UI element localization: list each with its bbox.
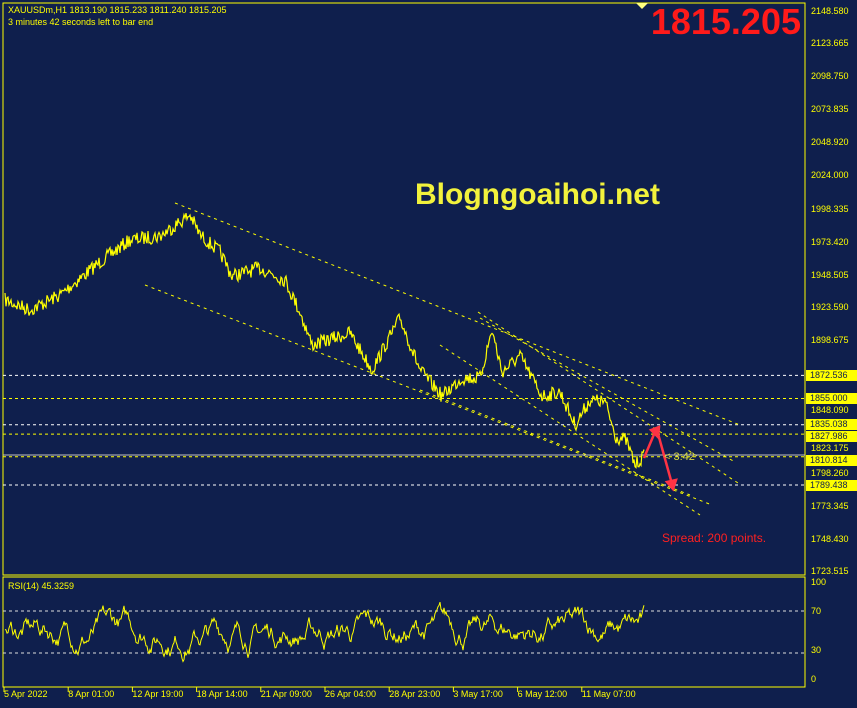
- price-tick-label: 1748.430: [811, 533, 849, 544]
- symbol-ohlc: XAUUSDm,H1 1813.190 1815.233 1811.240 18…: [8, 5, 227, 15]
- rsi-tick-label: 70: [811, 606, 822, 617]
- price-tick-label: 1848.090: [811, 404, 849, 415]
- price-tick-label: 2048.920: [811, 137, 849, 148]
- price-tick-label: 1898.675: [811, 335, 849, 346]
- rsi-tick-label: 100: [811, 577, 827, 587]
- shift-marker-icon[interactable]: [636, 3, 648, 9]
- arrow-up: [642, 431, 657, 459]
- trend-line[interactable]: [439, 344, 701, 516]
- trend-line[interactable]: [477, 311, 739, 484]
- price-tick-label: 2148.580: [811, 5, 849, 16]
- level-price-badge: 1872.536: [806, 369, 857, 381]
- time-tick-label: 21 Apr 09:00: [260, 689, 312, 699]
- forecast-arrows: [642, 425, 678, 492]
- level-price-badge: 1835.038: [806, 419, 857, 431]
- main-chart-border: [2, 2, 806, 576]
- trend-line[interactable]: [174, 202, 741, 426]
- time-tick-label: 3 May 17:00: [453, 689, 503, 699]
- time-tick-label: 18 Apr 14:00: [196, 689, 248, 699]
- time-tick-label: 12 Apr 19:00: [132, 689, 184, 699]
- trend-line[interactable]: [479, 317, 736, 463]
- arrow-down: [655, 429, 674, 485]
- bar-timer: 3 minutes 42 seconds left to bar end: [8, 17, 154, 27]
- rsi-tick-label: 0: [811, 674, 817, 684]
- rsi-panel-border: [2, 576, 806, 688]
- trend-lines: [144, 202, 741, 516]
- price-tick-label: 2024.000: [811, 169, 849, 180]
- price-tick-label: 2073.835: [811, 104, 849, 115]
- watermark: Blogngoaihoi.net: [415, 178, 660, 211]
- time-tick-label: 11 May 07:00: [581, 689, 636, 699]
- bar-countdown: < 3:42: [664, 451, 695, 463]
- price-tick-label: 1998.335: [811, 203, 849, 214]
- rsi-label: RSI(14) 45.3259: [8, 581, 75, 591]
- price-tick-label: 2098.750: [811, 71, 849, 82]
- price-tick-label: 1923.590: [811, 302, 849, 313]
- price-tick-label: 1823.175: [811, 443, 849, 454]
- time-tick-label: 28 Apr 23:00: [389, 689, 441, 699]
- time-tick-label: 5 Apr 2022: [4, 689, 48, 699]
- level-price-badge: 1789.438: [806, 479, 857, 491]
- price-tick-label: 1798.260: [811, 467, 849, 478]
- time-tick-label: 8 Apr 01:00: [68, 689, 115, 699]
- rsi-tick-label: 30: [811, 644, 822, 655]
- time-tick-label: 26 Apr 04:00: [325, 689, 377, 699]
- price-tick-label: 1773.345: [811, 500, 849, 511]
- horizontal-levels: [3, 374, 805, 486]
- price-tick-label: 2123.665: [811, 38, 849, 49]
- level-price-badge: 1855.000: [806, 392, 857, 404]
- price-series: [4, 212, 645, 469]
- arrow-down-head: [664, 478, 678, 492]
- price-tick-label: 1973.420: [811, 236, 849, 247]
- rsi-series: [4, 601, 645, 663]
- price-tick-label: 1948.505: [811, 269, 849, 280]
- current-price-display: 1815.205: [650, 1, 801, 42]
- trend-line[interactable]: [144, 284, 713, 506]
- price-tick-label: 1723.515: [811, 566, 849, 577]
- time-tick-label: 6 May 12:00: [517, 689, 568, 699]
- level-price-badge: 1827.986: [806, 431, 857, 443]
- spread-label: Spread: 200 points.: [662, 531, 767, 545]
- level-price-badge: 1810.814: [806, 455, 857, 467]
- axis-ticks: [3, 687, 583, 692]
